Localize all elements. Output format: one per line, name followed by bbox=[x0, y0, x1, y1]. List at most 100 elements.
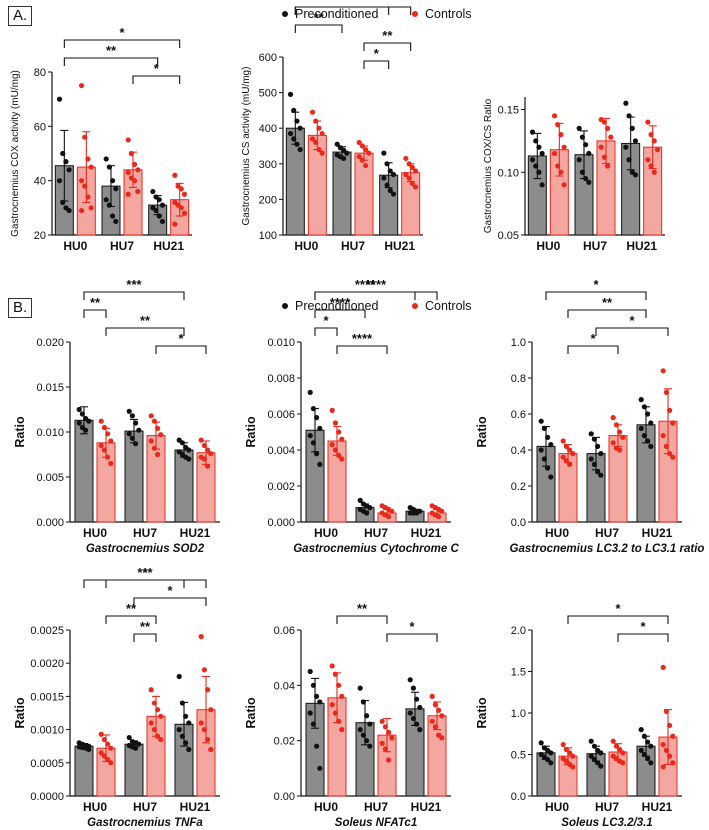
significance-label: * bbox=[142, 565, 148, 580]
data-point-ctrl bbox=[563, 443, 570, 449]
x-tick-label: HU0 bbox=[314, 526, 338, 540]
y-tick-label: 0.0000 bbox=[30, 791, 64, 803]
y-tick-label: 40 bbox=[34, 176, 46, 188]
data-point-ctrl bbox=[78, 207, 85, 214]
significance-bracket bbox=[83, 309, 107, 318]
data-point-pre bbox=[367, 505, 373, 511]
data-point-pre bbox=[76, 406, 82, 413]
data-point-ctrl bbox=[567, 461, 573, 467]
data-point-pre bbox=[638, 425, 644, 431]
data-point-ctrl bbox=[567, 447, 573, 453]
data-point-ctrl bbox=[125, 191, 131, 197]
data-point-pre bbox=[595, 469, 601, 475]
data-point-ctrl bbox=[363, 146, 369, 153]
significance-bracket bbox=[294, 24, 343, 33]
data-point-ctrl bbox=[198, 634, 204, 640]
data-point-ctrl bbox=[439, 735, 445, 741]
data-point-ctrl bbox=[563, 746, 570, 753]
significance-bracket bbox=[617, 633, 669, 642]
significance-label: **** bbox=[355, 277, 376, 292]
data-point-ctrl bbox=[205, 687, 211, 693]
data-point-ctrl bbox=[648, 132, 654, 138]
data-point-pre bbox=[638, 397, 644, 403]
data-point-pre bbox=[297, 146, 303, 153]
data-point-ctrl bbox=[386, 729, 392, 735]
data-point-pre bbox=[591, 436, 598, 442]
data-point-pre bbox=[126, 408, 132, 414]
data-point-pre bbox=[579, 134, 586, 140]
data-point-pre bbox=[179, 700, 185, 706]
x-axis-label: Gastrocnemius LC3.2 to LC3.1 ratio bbox=[510, 543, 705, 555]
data-point-pre bbox=[586, 179, 592, 185]
x-tick-label: HU7 bbox=[133, 800, 157, 814]
significance-bracket bbox=[336, 615, 388, 624]
significance-bracket bbox=[63, 39, 181, 48]
data-point-ctrl bbox=[389, 508, 395, 514]
data-point-ctrl bbox=[561, 144, 567, 150]
data-point-ctrl bbox=[201, 727, 207, 733]
x-tick-label: HU0 bbox=[545, 800, 569, 814]
data-point-ctrl bbox=[660, 368, 666, 374]
significance-label: ** bbox=[602, 295, 613, 310]
data-point-ctrl bbox=[82, 183, 88, 189]
data-point-ctrl bbox=[151, 727, 157, 733]
data-point-ctrl bbox=[101, 736, 107, 743]
data-point-pre bbox=[538, 740, 544, 746]
data-point-ctrl bbox=[555, 122, 561, 128]
data-point-ctrl bbox=[610, 738, 616, 744]
data-point-pre bbox=[183, 713, 189, 719]
y-axis-label: Ratio bbox=[475, 416, 489, 448]
data-point-ctrl bbox=[617, 746, 623, 753]
legend-label-0: Preconditioned bbox=[295, 7, 378, 21]
data-point-ctrl bbox=[432, 724, 438, 730]
data-point-pre bbox=[588, 738, 594, 744]
data-point-pre bbox=[367, 721, 373, 727]
data-point-ctrl bbox=[151, 700, 157, 706]
data-point-pre bbox=[364, 510, 370, 516]
data-point-ctrl bbox=[108, 760, 114, 766]
data-point-ctrl bbox=[667, 722, 673, 729]
significance-bracket bbox=[294, 6, 390, 15]
data-point-ctrl bbox=[181, 210, 188, 216]
data-point-pre bbox=[538, 418, 544, 424]
data-point-ctrl bbox=[660, 433, 666, 439]
y-tick-label: 0.002 bbox=[267, 481, 295, 493]
data-point-pre bbox=[110, 178, 116, 184]
data-point-ctrl bbox=[108, 438, 114, 444]
chart-cytc: 0.000 0.002 0.004 0.006 0.008 0.010 Ratio Gastr… bbox=[244, 277, 459, 555]
y-tick-label: 0.15 bbox=[498, 105, 519, 117]
data-point-ctrl bbox=[651, 169, 657, 175]
data-point-pre bbox=[79, 411, 85, 417]
data-point-pre bbox=[179, 440, 185, 446]
significance-bracket bbox=[314, 327, 338, 336]
x-tick-label: HU7 bbox=[595, 800, 619, 814]
significance-label: ** bbox=[106, 43, 117, 58]
data-point-ctrl bbox=[198, 720, 204, 726]
data-point-ctrl bbox=[412, 168, 419, 174]
data-point-ctrl bbox=[409, 180, 415, 186]
x-tick-label: HU21 bbox=[153, 239, 184, 253]
data-point-ctrl bbox=[101, 447, 107, 453]
y-tick-label: 0.10 bbox=[498, 167, 519, 179]
data-point-pre bbox=[390, 171, 397, 178]
data-point-ctrl bbox=[309, 109, 316, 115]
data-point-ctrl bbox=[412, 184, 419, 190]
data-point-pre bbox=[414, 510, 420, 516]
significance-label: * bbox=[323, 313, 329, 328]
significance-label: *** bbox=[137, 565, 153, 580]
data-point-ctrl bbox=[332, 447, 338, 453]
data-point-pre bbox=[357, 685, 363, 691]
y-axis-label: Ratio bbox=[13, 697, 27, 729]
data-point-ctrl bbox=[105, 741, 111, 747]
data-point-ctrl bbox=[660, 741, 666, 748]
data-point-pre bbox=[367, 743, 373, 749]
x-tick-label: HU21 bbox=[642, 800, 673, 814]
data-point-pre bbox=[76, 420, 82, 426]
significance-bracket bbox=[155, 345, 207, 354]
data-point-pre bbox=[576, 125, 582, 131]
data-point-ctrl bbox=[178, 205, 184, 211]
data-point-pre bbox=[113, 186, 119, 192]
data-point-pre bbox=[579, 169, 586, 175]
data-point-ctrl bbox=[208, 707, 214, 713]
x-tick-label: HU7 bbox=[583, 239, 607, 253]
